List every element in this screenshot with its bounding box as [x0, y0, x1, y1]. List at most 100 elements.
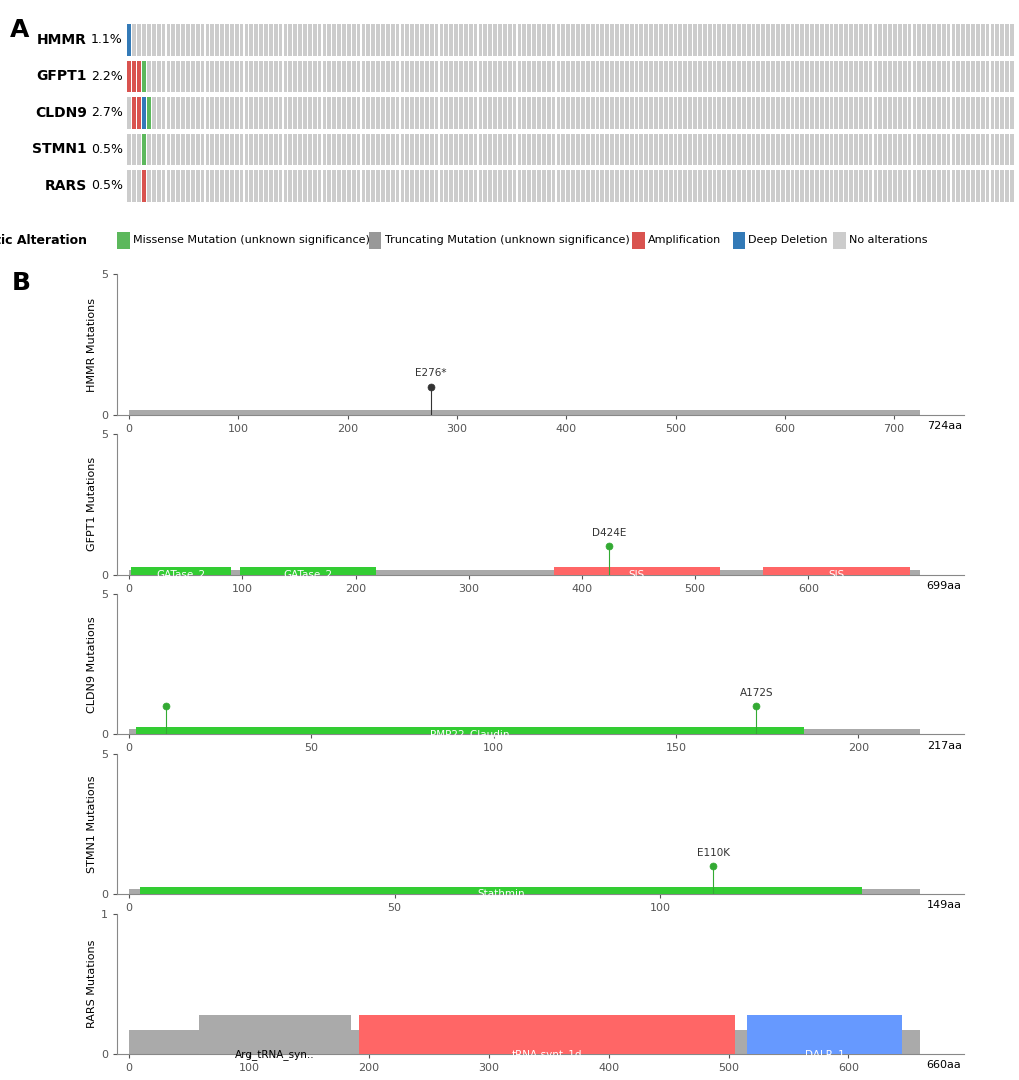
Bar — [604, 97, 608, 129]
Bar — [264, 60, 268, 92]
Bar — [892, 60, 896, 92]
Bar — [245, 60, 248, 92]
Bar — [381, 60, 384, 92]
Bar — [902, 24, 906, 56]
Bar — [995, 170, 999, 202]
Bar — [298, 24, 302, 56]
Bar — [395, 24, 399, 56]
Bar — [828, 97, 833, 129]
Bar — [385, 24, 389, 56]
Bar — [1009, 97, 1013, 129]
Bar — [1009, 60, 1013, 92]
Bar — [127, 60, 131, 92]
Text: Deep Deletion: Deep Deletion — [748, 235, 826, 245]
Bar — [517, 60, 521, 92]
Bar — [756, 60, 759, 92]
Bar — [313, 60, 316, 92]
Bar — [385, 97, 389, 129]
Bar — [366, 134, 370, 165]
Bar — [527, 60, 531, 92]
Bar — [439, 170, 443, 202]
Bar — [532, 134, 535, 165]
Bar — [327, 60, 331, 92]
Bar — [546, 24, 550, 56]
Bar — [171, 170, 175, 202]
Bar — [941, 24, 945, 56]
Bar — [839, 97, 843, 129]
Bar — [185, 97, 190, 129]
Bar — [576, 60, 580, 92]
Text: 699aa: 699aa — [926, 581, 961, 591]
Bar — [995, 60, 999, 92]
Bar — [352, 60, 356, 92]
Bar — [590, 170, 594, 202]
Bar — [984, 170, 988, 202]
Bar — [152, 60, 156, 92]
Bar — [459, 24, 463, 56]
Bar — [863, 60, 867, 92]
Bar — [921, 97, 925, 129]
Bar — [469, 97, 472, 129]
Text: Missense Mutation (unknown significance): Missense Mutation (unknown significance) — [132, 235, 369, 245]
Bar — [313, 134, 316, 165]
Bar — [259, 170, 263, 202]
Bar — [795, 170, 799, 202]
Bar — [517, 134, 521, 165]
Bar — [668, 134, 672, 165]
Bar — [712, 134, 715, 165]
Bar — [629, 134, 633, 165]
Bar — [839, 60, 843, 92]
Bar — [995, 97, 999, 129]
Bar — [322, 60, 326, 92]
Bar — [877, 60, 881, 92]
Bar — [269, 134, 272, 165]
Bar — [488, 97, 491, 129]
Bar — [201, 170, 204, 202]
Bar — [926, 170, 930, 202]
Text: 149aa: 149aa — [926, 901, 961, 910]
Bar — [897, 97, 901, 129]
Bar — [775, 134, 779, 165]
Bar — [317, 134, 321, 165]
Bar — [473, 170, 477, 202]
Bar — [877, 170, 881, 202]
Bar — [644, 24, 647, 56]
Bar — [585, 134, 589, 165]
Bar — [576, 97, 580, 129]
Bar — [473, 60, 477, 92]
Bar — [609, 24, 613, 56]
Bar — [278, 134, 282, 165]
Bar — [250, 170, 253, 202]
Bar — [765, 170, 769, 202]
Bar — [872, 170, 876, 202]
Bar — [970, 134, 974, 165]
Bar — [571, 60, 575, 92]
Bar — [576, 170, 580, 202]
Bar — [434, 24, 438, 56]
Bar — [410, 97, 414, 129]
Bar — [644, 60, 647, 92]
Bar — [566, 60, 570, 92]
Bar — [283, 97, 287, 129]
Bar — [327, 24, 331, 56]
Bar — [152, 134, 156, 165]
Bar — [346, 97, 351, 129]
Bar — [196, 24, 200, 56]
Bar — [448, 60, 452, 92]
Bar — [556, 170, 559, 202]
Bar — [721, 134, 726, 165]
Bar — [775, 170, 779, 202]
Bar — [828, 24, 833, 56]
Bar — [390, 170, 394, 202]
Bar — [239, 97, 244, 129]
Bar — [912, 170, 915, 202]
Bar — [381, 24, 384, 56]
Bar — [727, 170, 731, 202]
Bar — [951, 60, 955, 92]
Bar — [833, 232, 845, 248]
Bar — [828, 170, 833, 202]
Bar — [425, 170, 428, 202]
Text: A: A — [10, 18, 30, 42]
Bar — [897, 170, 901, 202]
Bar — [371, 24, 375, 56]
